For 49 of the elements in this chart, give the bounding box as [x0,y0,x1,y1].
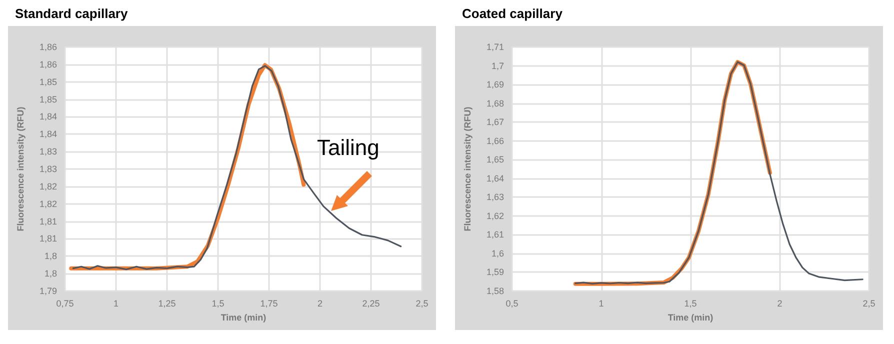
y-tick-label: 1,6 [491,248,504,258]
x-tick-label: 2,25 [362,298,380,308]
x-tick-label: 1,75 [260,298,278,308]
y-tick-label: 1,68 [486,98,504,108]
y-tick-label: 1,81 [39,234,57,244]
y-tick-label: 1,79 [39,286,57,296]
y-tick-label: 1,82 [39,181,57,192]
x-axis-title: Time (min) [220,312,266,322]
y-tick-label: 1,84 [39,129,57,140]
x-tick-label: 0,75 [56,298,74,308]
y-axis-title: Fluorescence intensity (RFU) [462,106,472,232]
x-tick-label: 0,5 [506,298,518,308]
chart-title: Coated capillary [462,6,564,21]
y-tick-label: 1,83 [39,164,57,174]
y-tick-label: 1,65 [486,154,504,165]
y-tick-label: 1,59 [486,267,504,278]
y-tick-label: 1,67 [486,117,504,128]
y-tick-label: 1,71 [486,42,504,52]
y-axis-title: Fluorescence intensity (RFU) [16,106,26,232]
x-tick-label: 1,5 [684,298,697,308]
chart-title: Standard capillary [15,6,128,21]
y-tick-label: 1,83 [39,146,57,157]
y-tick-label: 1,61 [486,230,504,240]
x-tick-label: 2,5 [416,298,428,308]
x-tick-label: 1,5 [212,298,224,308]
y-tick-label: 1,7 [491,60,504,71]
y-tick-label: 1,81 [39,216,57,226]
x-tick-label: 1,25 [158,298,176,308]
x-tick-label: 2 [777,298,782,308]
y-tick-label: 1,69 [486,80,504,90]
y-tick-label: 1,85 [39,76,57,87]
x-axis-title: Time (min) [668,312,714,322]
y-tick-label: 1,64 [486,173,504,184]
y-tick-label: 1,85 [39,94,57,104]
y-tick-label: 1,58 [486,286,504,296]
y-tick-label: 1,82 [39,198,57,209]
y-tick-label: 1,8 [44,251,57,262]
y-tick-label: 1,62 [486,210,504,221]
y-tick-label: 1,63 [486,192,504,202]
x-tick-label: 1 [113,298,119,308]
x-tick-label: 1 [598,298,604,308]
x-tick-label: 2,5 [862,298,876,308]
y-tick-label: 1,86 [39,59,57,70]
annotation: Tailing [317,135,380,161]
y-tick-label: 1,8 [44,268,57,279]
x-tick-label: 2 [317,298,323,308]
y-tick-label: 1,66 [486,136,504,146]
y-tick-label: 1,86 [39,42,57,52]
y-tick-label: 1,84 [39,112,57,122]
